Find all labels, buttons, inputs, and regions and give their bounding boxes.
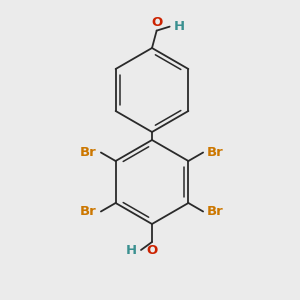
Text: H: H: [174, 20, 185, 33]
Text: Br: Br: [207, 205, 224, 218]
Text: Br: Br: [80, 146, 97, 159]
Text: O: O: [151, 16, 162, 28]
Text: Br: Br: [80, 205, 97, 218]
Text: O: O: [146, 244, 158, 257]
Text: H: H: [126, 244, 137, 257]
Text: Br: Br: [207, 146, 224, 159]
